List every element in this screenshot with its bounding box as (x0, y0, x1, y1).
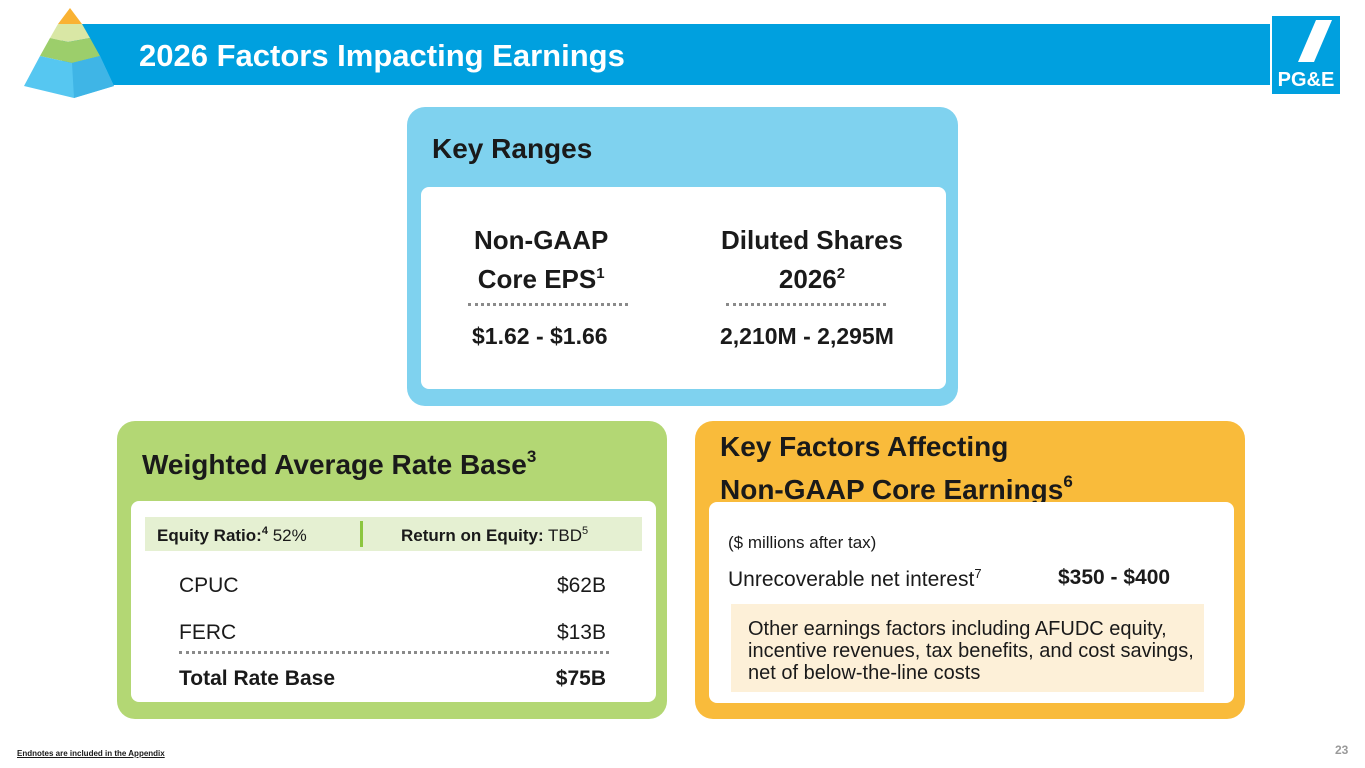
equity-ratio: Equity Ratio:4 52% (157, 525, 307, 546)
cpuc-value: $62B (556, 574, 606, 597)
key-factors-title-line2: Non-GAAP Core Earnings6 (720, 464, 1073, 507)
pge-logo: PG&E (1272, 16, 1340, 94)
rate-base-footnote: 3 (526, 447, 537, 466)
total-rate-base-value: $75B (555, 667, 606, 690)
key-factors-footnote: 6 (1063, 472, 1073, 491)
equity-separator (360, 521, 363, 547)
eps-value: $1.62 - $1.66 (472, 323, 608, 349)
pyramid-icon (24, 8, 114, 98)
title-bar (62, 24, 1270, 85)
eps-divider (468, 303, 628, 306)
net-interest-label-text: Unrecoverable net interest (728, 568, 975, 591)
net-interest-footnote: 7 (974, 566, 982, 581)
eps-heading-line2: Core EPS1 (474, 257, 608, 296)
svg-text:PG&E: PG&E (1278, 69, 1335, 91)
key-factors-title-line1: Key Factors Affecting (720, 431, 1009, 462)
shares-heading-text: 2026 (778, 264, 837, 294)
total-rate-base-label: Total Rate Base (179, 667, 335, 690)
eps-heading-line1: Non-GAAP (474, 225, 609, 255)
rate-base-title-text: Weighted Average Rate Base (142, 449, 527, 480)
key-ranges-panel (421, 187, 946, 389)
other-factors-text: Other earnings factors including AFUDC e… (748, 618, 1194, 684)
roe-footnote: 5 (582, 525, 589, 537)
roe-label: Return on Equity: (401, 526, 544, 545)
endnotes-link[interactable]: Endnotes are included in the Appendix (17, 749, 165, 758)
shares-value: 2,210M - 2,295M (720, 323, 894, 349)
page-number: 23 (1335, 743, 1349, 757)
key-ranges-title: Key Ranges (432, 133, 593, 164)
rate-base-title: Weighted Average Rate Base3 (142, 447, 536, 481)
net-interest-label: Unrecoverable net interest7 (728, 566, 982, 592)
roe-value: TBD (543, 526, 583, 545)
net-interest-value: $350 - $400 (1058, 566, 1171, 589)
ferc-label: FERC (179, 621, 237, 644)
equity-ratio-value: 52% (267, 526, 307, 545)
eps-heading: Non-GAAP Core EPS1 (474, 224, 608, 296)
key-factors-title-text: Non-GAAP Core Earnings (720, 474, 1064, 505)
other-factors-box (731, 604, 1204, 692)
rate-base-divider (179, 651, 609, 654)
shares-heading-line2: 20262 (712, 257, 912, 296)
cpuc-label: CPUC (179, 574, 239, 597)
key-factors-title: Key Factors Affecting Non-GAAP Core Earn… (720, 429, 1073, 507)
equity-ratio-footnote: 4 (261, 525, 268, 537)
units-note: ($ millions after tax) (728, 533, 877, 552)
shares-heading-line1: Diluted Shares (720, 225, 904, 255)
equity-band (145, 517, 642, 551)
return-on-equity: Return on Equity: TBD5 (401, 525, 588, 546)
page-title: 2026 Factors Impacting Earnings (139, 38, 625, 73)
ferc-value: $13B (556, 621, 606, 644)
eps-heading-text: Core EPS (477, 264, 597, 294)
shares-heading: Diluted Shares 20262 (712, 224, 912, 296)
eps-footnote: 1 (596, 265, 605, 282)
equity-ratio-label: Equity Ratio: (157, 526, 262, 545)
shares-footnote: 2 (836, 265, 846, 282)
shares-divider (726, 303, 886, 306)
